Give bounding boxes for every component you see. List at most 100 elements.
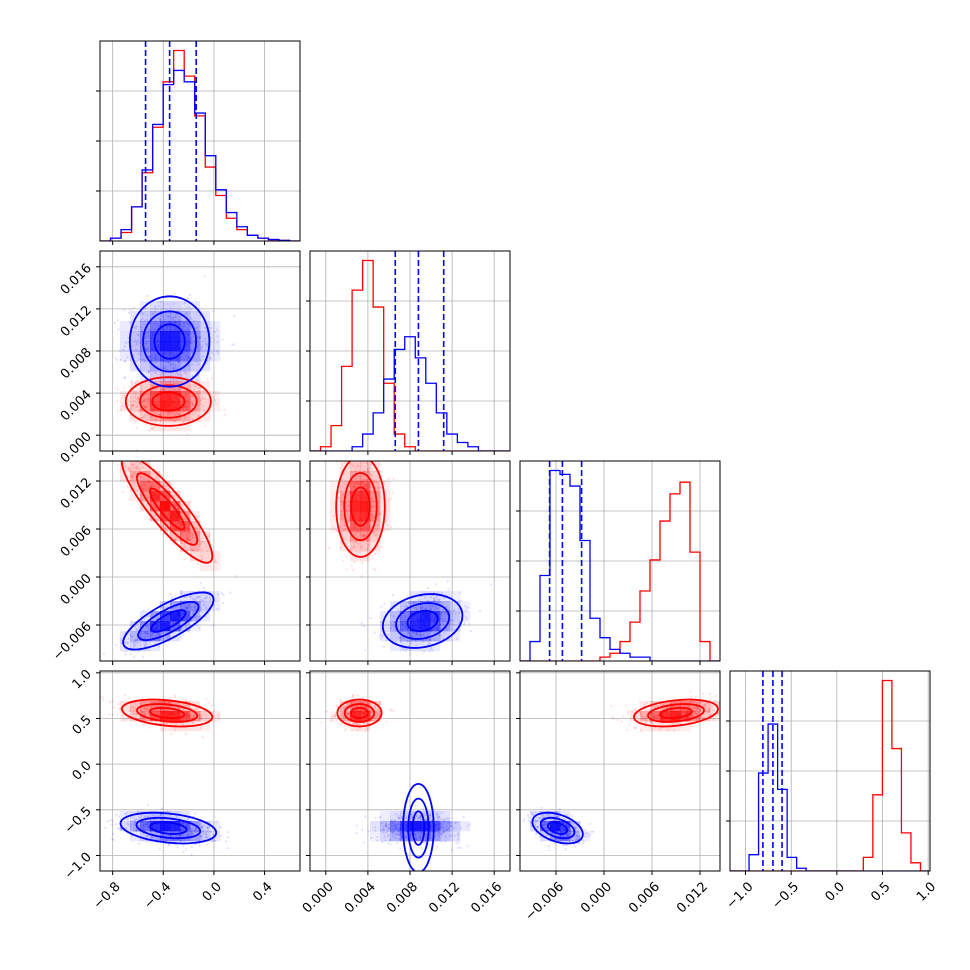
density-cell bbox=[340, 701, 351, 712]
scatter-point bbox=[144, 471, 147, 474]
scatter-point bbox=[194, 609, 197, 612]
scatter-point bbox=[380, 829, 383, 832]
contour-level-1 bbox=[139, 384, 198, 419]
scatter-point bbox=[165, 636, 169, 639]
scatter-point bbox=[334, 714, 337, 717]
scatter-point bbox=[419, 815, 422, 818]
scatter-point bbox=[173, 382, 176, 385]
scatter-point bbox=[128, 706, 132, 709]
scatter-point bbox=[151, 410, 155, 414]
scatter-point bbox=[366, 468, 370, 471]
scatter-point bbox=[209, 597, 212, 600]
scatter-point bbox=[376, 835, 379, 839]
scatter-point bbox=[128, 469, 131, 472]
scatter-point bbox=[191, 548, 194, 552]
scatter-point bbox=[147, 491, 150, 494]
scatter-point bbox=[137, 338, 140, 341]
scatter-point bbox=[132, 645, 136, 648]
scatter-point bbox=[187, 305, 190, 309]
scatter-point bbox=[391, 819, 394, 822]
density-cell bbox=[170, 361, 181, 372]
scatter-point bbox=[156, 519, 159, 522]
scatter-point bbox=[196, 515, 199, 518]
scatter-point bbox=[172, 420, 175, 423]
scatter-point bbox=[345, 496, 348, 499]
scatter-point bbox=[462, 816, 465, 819]
scatter-point bbox=[395, 823, 398, 827]
scatter-point bbox=[147, 370, 150, 374]
scatter-point bbox=[196, 378, 199, 382]
scatter-point bbox=[339, 698, 342, 701]
density-cell bbox=[420, 591, 431, 602]
scatter-point bbox=[203, 338, 207, 341]
scatter-point bbox=[380, 470, 383, 473]
scatter-point bbox=[184, 626, 188, 630]
scatter-point bbox=[447, 821, 450, 825]
contour-level-2 bbox=[119, 811, 218, 845]
scatter-point bbox=[122, 462, 126, 465]
scatter-point bbox=[175, 379, 178, 382]
scatter-point bbox=[143, 717, 146, 720]
scatter-point bbox=[124, 342, 128, 345]
scatter-point bbox=[163, 387, 166, 390]
scatter-point bbox=[373, 705, 376, 708]
scatter-point bbox=[449, 824, 452, 827]
scatter-point bbox=[151, 632, 155, 635]
scatter-point bbox=[435, 598, 439, 602]
blue-histogram-3 bbox=[730, 723, 930, 871]
scatter-point bbox=[147, 402, 150, 405]
scatter-point bbox=[143, 636, 147, 639]
scatter-point bbox=[201, 717, 204, 720]
contour-level-2 bbox=[120, 698, 214, 728]
scatter-point bbox=[203, 597, 206, 600]
scatter-point bbox=[381, 840, 384, 844]
scatter-point bbox=[200, 558, 204, 561]
scatter-point bbox=[352, 723, 355, 726]
density-cell bbox=[200, 381, 211, 392]
scatter-point bbox=[389, 613, 392, 617]
scatter-point bbox=[370, 513, 373, 516]
scatter-point bbox=[168, 522, 171, 525]
scatter-point bbox=[371, 505, 374, 508]
scatter-point bbox=[160, 721, 163, 724]
scatter-point bbox=[415, 632, 418, 635]
scatter-point bbox=[132, 826, 136, 829]
scatter-point bbox=[194, 412, 197, 415]
scatter-point bbox=[163, 379, 166, 382]
scatter-point bbox=[397, 830, 400, 833]
density-cell bbox=[200, 601, 211, 612]
scatter-point bbox=[190, 307, 193, 310]
scatter-point bbox=[439, 823, 442, 826]
density-cell bbox=[120, 401, 131, 412]
scatter-point bbox=[194, 826, 198, 830]
scatter-point bbox=[166, 809, 169, 813]
scatter-point bbox=[355, 824, 358, 827]
scatter-point bbox=[338, 517, 342, 520]
density-cell bbox=[170, 371, 181, 382]
scatter-point bbox=[183, 371, 186, 374]
scatter-point bbox=[377, 487, 380, 490]
scatter-point bbox=[161, 834, 164, 837]
scatter-point bbox=[385, 824, 388, 827]
scatter-point bbox=[404, 605, 407, 608]
scatter-point bbox=[375, 709, 379, 712]
scatter-point bbox=[398, 833, 401, 836]
scatter-point bbox=[384, 520, 388, 523]
scatter-point bbox=[361, 696, 365, 699]
density-cell bbox=[210, 561, 221, 572]
scatter-point bbox=[345, 713, 349, 716]
scatter-point bbox=[146, 840, 149, 843]
scatter-point bbox=[136, 490, 139, 493]
density-cell bbox=[130, 351, 141, 362]
scatter-point bbox=[342, 716, 346, 719]
scatter-point bbox=[167, 838, 170, 841]
scatter-point bbox=[188, 595, 191, 599]
scatter-point bbox=[351, 701, 354, 704]
scatter-point bbox=[141, 466, 145, 469]
scatter-point bbox=[335, 704, 338, 708]
scatter-point bbox=[117, 703, 120, 706]
scatter-point bbox=[204, 830, 207, 834]
scatter-point bbox=[118, 349, 121, 352]
scatter-point bbox=[348, 721, 351, 724]
scatter-point bbox=[341, 504, 344, 507]
